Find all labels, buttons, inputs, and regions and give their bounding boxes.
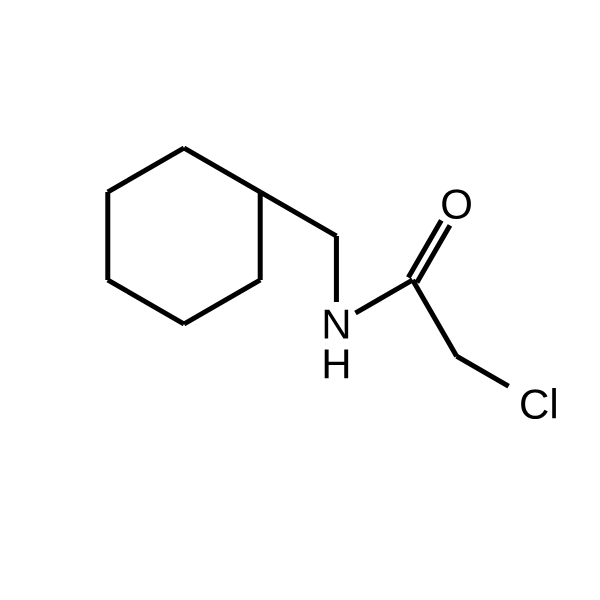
atom-label-cl: Cl: [519, 381, 559, 428]
molecule-diagram: NHOCl: [0, 0, 600, 600]
bond: [413, 280, 457, 356]
bond: [260, 192, 336, 236]
bond: [108, 148, 184, 192]
bond: [108, 280, 184, 324]
atom-label-h: H: [321, 340, 351, 387]
bond: [184, 148, 260, 192]
bond: [184, 280, 260, 324]
bond: [457, 356, 509, 386]
atom-label-o: O: [440, 180, 473, 227]
bond: [355, 280, 412, 313]
